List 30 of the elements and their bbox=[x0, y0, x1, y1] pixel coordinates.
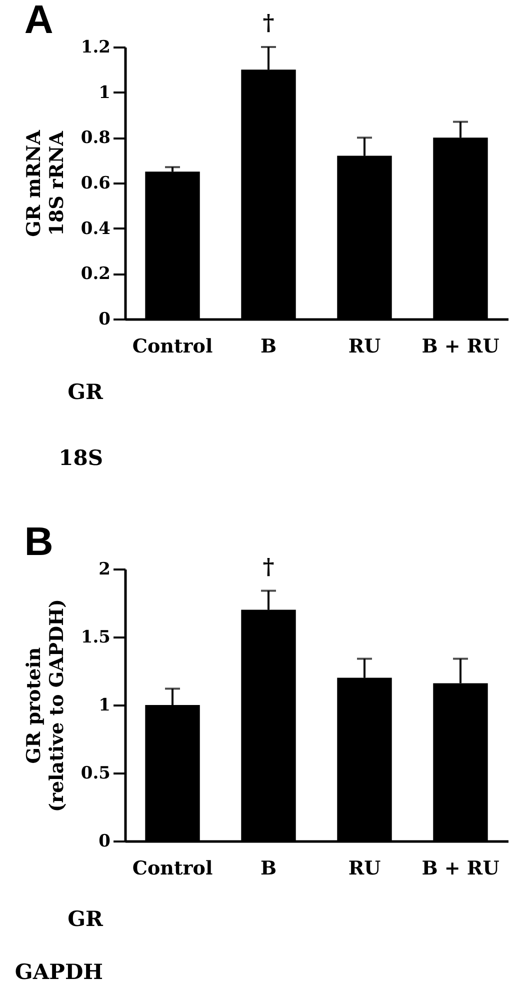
x-tick-label: B bbox=[260, 858, 277, 880]
x-tick-label: B + RU bbox=[422, 858, 500, 880]
y-tick-label: 0 bbox=[98, 310, 111, 330]
y-axis-title: GR mRNA 18S rRNA bbox=[22, 130, 68, 237]
chart-title: B bbox=[24, 520, 54, 564]
y-tick-label: 0.4 bbox=[80, 218, 111, 239]
annotation: † bbox=[262, 554, 274, 580]
text: 18S bbox=[58, 445, 103, 470]
text: GR bbox=[68, 379, 104, 404]
annotation: † bbox=[262, 10, 274, 36]
y-tick-label: 0.5 bbox=[80, 764, 110, 784]
y-tick-label: 1.2 bbox=[80, 38, 110, 58]
y-tick-label: 0.8 bbox=[80, 128, 110, 148]
chart-title: A bbox=[24, 0, 54, 42]
x-tick-label: Control bbox=[132, 858, 213, 880]
y-tick-label: 1.5 bbox=[80, 628, 110, 648]
x-tick-label: B bbox=[260, 336, 277, 358]
text: GAPDH bbox=[14, 959, 103, 984]
y-tick-label: 0.2 bbox=[80, 264, 110, 284]
x-tick-label: RU bbox=[348, 336, 382, 358]
y-tick-label: 0 bbox=[98, 832, 111, 852]
y-axis-title: GR protein (relative to GAPDH) bbox=[22, 598, 68, 812]
y-tick-label: 1 bbox=[98, 82, 110, 103]
y-tick-label: 1 bbox=[98, 696, 110, 716]
x-tick-label: Control bbox=[132, 336, 213, 358]
y-tick-label: 0.6 bbox=[80, 174, 110, 194]
y-tick-label: 2 bbox=[98, 560, 110, 580]
x-tick-label: B + RU bbox=[422, 336, 500, 358]
text: GR bbox=[68, 906, 104, 931]
x-tick-label: RU bbox=[348, 858, 382, 880]
